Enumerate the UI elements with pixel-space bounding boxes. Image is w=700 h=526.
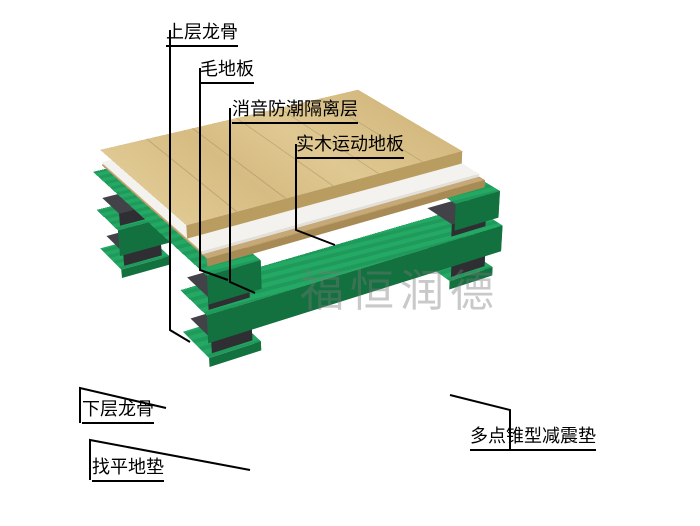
label-leveling-pad: 找平地垫 <box>92 453 164 479</box>
label-isolation: 消音防潮隔离层 <box>232 95 358 121</box>
label-subfloor: 毛地板 <box>200 55 254 81</box>
label-lower-joist: 下层龙骨 <box>82 395 154 421</box>
watermark-text: 福恒润德 <box>300 255 500 319</box>
label-hardwood: 实木运动地板 <box>296 130 404 156</box>
label-upper-joist: 上层龙骨 <box>166 18 238 44</box>
label-shock-pad: 多点锥型减震垫 <box>470 422 596 448</box>
